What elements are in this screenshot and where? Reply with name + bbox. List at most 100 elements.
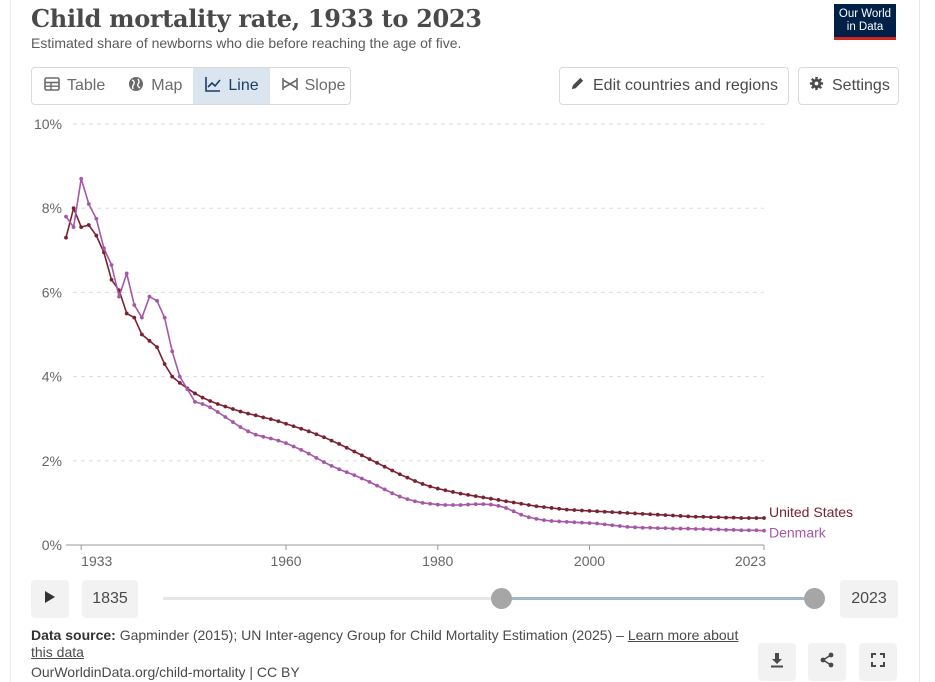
data-point bbox=[276, 419, 281, 424]
data-point bbox=[602, 522, 607, 527]
data-point bbox=[64, 235, 68, 240]
data-point bbox=[746, 516, 751, 520]
data-point bbox=[329, 463, 334, 468]
play-button[interactable] bbox=[31, 580, 69, 618]
tab-map[interactable]: Map bbox=[116, 68, 193, 104]
data-point bbox=[413, 499, 417, 504]
data-point bbox=[519, 512, 524, 517]
globe-icon bbox=[127, 75, 145, 98]
data-point bbox=[79, 176, 84, 181]
data-point bbox=[322, 460, 326, 464]
data-point bbox=[405, 475, 410, 480]
timeline-end-year[interactable]: 2023 bbox=[840, 580, 898, 618]
data-point bbox=[549, 519, 554, 523]
data-point bbox=[671, 513, 675, 518]
data-point bbox=[534, 516, 539, 521]
download-icon bbox=[769, 652, 785, 673]
data-point bbox=[686, 514, 691, 519]
timeline-start-handle[interactable] bbox=[491, 588, 512, 609]
timeline-end-handle[interactable] bbox=[804, 588, 825, 609]
series-label: United States bbox=[769, 504, 853, 520]
tab-slope[interactable]: Slope bbox=[270, 68, 357, 104]
timeline-start-year[interactable]: 1835 bbox=[82, 580, 138, 618]
data-point bbox=[451, 503, 455, 507]
series-line-denmark bbox=[65, 177, 765, 532]
data-point bbox=[238, 409, 243, 414]
data-point bbox=[344, 445, 349, 450]
play-icon bbox=[44, 590, 56, 608]
data-point bbox=[648, 512, 653, 517]
edit-countries-label: Edit countries and regions bbox=[593, 77, 778, 94]
data-point bbox=[382, 487, 387, 492]
chart-url[interactable]: OurWorldinData.org/child-mortality | CC … bbox=[31, 664, 300, 680]
data-point bbox=[390, 491, 395, 496]
data-point bbox=[193, 391, 197, 396]
chart-view-tabs: Table Map Line Slope bbox=[31, 67, 351, 105]
data-point bbox=[208, 399, 213, 403]
data-point bbox=[640, 511, 645, 516]
data-point bbox=[458, 503, 463, 507]
logo-line-1: Our World bbox=[838, 7, 892, 20]
data-point bbox=[739, 528, 744, 533]
data-point bbox=[200, 402, 205, 406]
settings-button[interactable]: Settings bbox=[798, 67, 899, 105]
data-point bbox=[253, 413, 258, 418]
fullscreen-button[interactable] bbox=[859, 643, 897, 681]
data-point bbox=[716, 527, 721, 532]
tab-line[interactable]: Line bbox=[193, 68, 270, 104]
data-point bbox=[413, 479, 417, 483]
data-point bbox=[64, 214, 68, 219]
data-point bbox=[716, 515, 721, 520]
owid-logo[interactable]: Our World in Data bbox=[834, 4, 896, 40]
data-point bbox=[610, 510, 615, 515]
data-point bbox=[246, 411, 250, 416]
data-point bbox=[397, 494, 402, 499]
data-point bbox=[322, 435, 326, 440]
data-point bbox=[595, 509, 599, 514]
data-point bbox=[117, 294, 122, 299]
data-point bbox=[261, 415, 266, 420]
data-point bbox=[466, 502, 471, 507]
data-point bbox=[268, 417, 273, 422]
data-point bbox=[94, 233, 99, 238]
data-point bbox=[337, 442, 342, 446]
fullscreen-icon bbox=[870, 652, 886, 673]
data-point bbox=[390, 468, 395, 473]
share-button[interactable] bbox=[808, 643, 846, 681]
data-point bbox=[633, 511, 637, 516]
data-point bbox=[557, 519, 562, 524]
data-point bbox=[375, 461, 379, 465]
data-point bbox=[306, 451, 311, 456]
data-point bbox=[306, 429, 311, 434]
data-point bbox=[701, 514, 706, 519]
data-point bbox=[504, 499, 508, 504]
data-point bbox=[352, 449, 357, 454]
source-label: Data source: bbox=[31, 627, 116, 643]
data-point bbox=[200, 395, 205, 400]
x-tick-label: 1933 bbox=[81, 553, 112, 569]
data-point bbox=[693, 514, 698, 519]
data-point bbox=[595, 521, 599, 526]
data-point bbox=[633, 525, 637, 530]
data-point bbox=[724, 515, 728, 520]
data-point bbox=[655, 526, 660, 531]
data-point bbox=[102, 246, 106, 251]
learn-more-link[interactable]: Learn more about this data bbox=[31, 627, 739, 660]
tab-table[interactable]: Table bbox=[32, 68, 116, 104]
data-point bbox=[359, 453, 364, 458]
chart-subtitle: Estimated share of newborns who die befo… bbox=[31, 35, 462, 51]
data-point bbox=[337, 467, 342, 472]
logo-line-2: in Data bbox=[846, 20, 884, 33]
data-point bbox=[549, 506, 554, 510]
data-point bbox=[314, 432, 319, 437]
data-point bbox=[511, 509, 516, 514]
data-point bbox=[708, 515, 713, 520]
data-point bbox=[276, 438, 281, 443]
download-button[interactable] bbox=[758, 643, 796, 681]
x-tick-label: 1980 bbox=[422, 553, 453, 569]
timeline-track[interactable] bbox=[163, 597, 815, 600]
edit-countries-button[interactable]: Edit countries and regions bbox=[559, 67, 789, 105]
data-point bbox=[223, 404, 228, 409]
data-point bbox=[155, 298, 159, 303]
